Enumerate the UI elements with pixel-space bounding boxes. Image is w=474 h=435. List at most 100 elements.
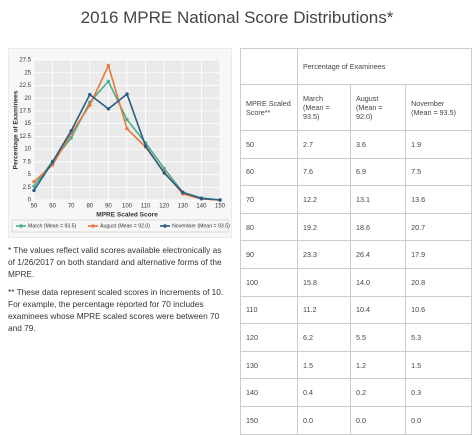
table-cell: 14.0: [349, 267, 407, 297]
y-tick-label: 25: [24, 70, 31, 76]
y-tick-label: 27.5: [19, 58, 31, 64]
table-row: 120 6.2 5.5 5.3: [239, 323, 472, 352]
legend-box: [11, 219, 229, 233]
table-cell: 5.5: [349, 323, 407, 352]
legend-label: November (Mean = 93.5): [172, 223, 230, 229]
notes: * The values reflect valid scores availa…: [8, 244, 230, 340]
table-cell: 110: [239, 295, 299, 325]
table-cell: 20.7: [405, 212, 472, 242]
table-cell: 23.3: [297, 240, 351, 269]
table-cell: 10.6: [405, 295, 472, 325]
table-cell: 7.6: [297, 157, 351, 187]
x-tick-label: 50: [31, 204, 38, 210]
table-cell: 11.2: [297, 295, 351, 325]
table-row: 140 0.4 0.2 0.3: [239, 378, 472, 407]
table-row: 110 11.2 10.4 10.6: [239, 295, 472, 325]
x-axis-label: MPRE Scaled Score: [96, 212, 158, 219]
x-tick-label: 60: [49, 204, 56, 210]
point: [143, 144, 148, 148]
legend-marker: [163, 224, 167, 228]
score-table: Percentage of Examinees MPRE Scaled Scor…: [239, 48, 472, 435]
x-tick-label: 100: [122, 204, 133, 210]
table-cell: 0.2: [349, 378, 407, 407]
table-cell: 12.2: [297, 185, 351, 214]
table-cell: 13.1: [349, 185, 407, 214]
table-cell: 13.6: [405, 185, 472, 214]
table-row: 90 23.3 26.4 17.9: [239, 240, 472, 269]
column-header: November (Mean = 93.5): [405, 84, 472, 131]
point: [106, 63, 111, 68]
table-cell: 0.0: [297, 405, 351, 435]
point: [218, 198, 222, 202]
y-tick-label: 22.5: [19, 83, 31, 89]
table-cell: 0.0: [349, 405, 407, 435]
y-tick-label: 0: [28, 198, 32, 204]
table-cell: 1.5: [405, 350, 472, 380]
point: [106, 79, 111, 84]
note: * The values reflect valid scores availa…: [8, 245, 222, 280]
x-tick-label: 130: [178, 204, 189, 210]
table-row: 150 0.0 0.0 0.0: [239, 405, 472, 435]
y-tick-label: 2.5: [23, 185, 32, 191]
column-header: August (Mean = 92.0): [349, 84, 407, 131]
table-cell: 1.5: [297, 350, 351, 380]
x-tick-label: 80: [86, 204, 93, 210]
table-cell: 19.2: [297, 212, 351, 242]
table-cell: 10.4: [349, 295, 407, 325]
table-cell: 130: [239, 350, 299, 380]
table-row: 100 15.8 14.0 20.8: [239, 267, 472, 297]
table-cell: 15.8: [297, 267, 351, 297]
point: [69, 136, 73, 140]
x-tick-label: 140: [196, 204, 207, 210]
group-header: Percentage of Examinees: [297, 48, 472, 85]
chart: Percentage of Examinees MPRE Scaled Scor…: [8, 48, 232, 238]
legend-marker: [19, 224, 23, 228]
point: [32, 188, 36, 193]
point: [125, 92, 129, 96]
point: [106, 107, 111, 111]
table-cell: 0.0: [405, 405, 472, 435]
table-cell: 100: [239, 267, 299, 297]
table-cell: 3.6: [349, 130, 407, 159]
legend-marker: [91, 224, 95, 228]
y-tick-label: 10: [24, 147, 31, 153]
table-cell: 2.7: [297, 130, 351, 159]
y-tick-label: 17.5: [19, 108, 31, 114]
table-row: 130 1.5 1.2 1.5: [239, 350, 472, 380]
table-cell: 90: [239, 240, 299, 269]
table-cell: 26.4: [349, 240, 407, 269]
y-tick-label: 12.5: [19, 134, 31, 140]
y-tick-label: 20: [24, 96, 31, 102]
table-row: 50 2.7 3.6 1.9: [239, 130, 472, 159]
table-cell: 18.6: [349, 212, 407, 242]
point: [162, 166, 166, 171]
table-row: 70 12.2 13.1 13.6: [239, 185, 472, 214]
x-tick-label: 150: [215, 204, 226, 210]
table-cell: 7.5: [405, 157, 472, 187]
table-cell: 6.2: [297, 323, 351, 352]
y-tick-label: 15: [24, 121, 31, 127]
table-cell: 0.4: [297, 378, 351, 407]
table-cell: 6.9: [349, 157, 407, 187]
point: [88, 92, 92, 97]
table-cell: 140: [239, 378, 299, 407]
legend-label: August (Mean = 92.0): [100, 223, 150, 229]
legend-label: March (Mean = 93.5): [28, 223, 77, 229]
table-cell: 5.3: [405, 323, 472, 352]
point: [199, 196, 204, 201]
column-header: MPRE Scaled Score**: [239, 84, 299, 131]
table-cell: 80: [239, 212, 299, 242]
table-cell: 120: [239, 323, 299, 352]
table-row: 60 7.6 6.9 7.5: [239, 157, 472, 187]
point: [69, 129, 73, 133]
note: ** These data represent scaled scores in…: [8, 287, 224, 334]
table-cell: 20.8: [405, 267, 472, 297]
page-title: 2016 MPRE National Score Distributions*: [80, 8, 394, 27]
point: [32, 179, 36, 184]
point: [162, 171, 166, 175]
point: [181, 190, 185, 195]
x-tick-label: 110: [141, 204, 151, 210]
x-tick-label: 70: [68, 204, 75, 210]
table-row: 80 19.2 18.6 20.7: [239, 212, 472, 242]
